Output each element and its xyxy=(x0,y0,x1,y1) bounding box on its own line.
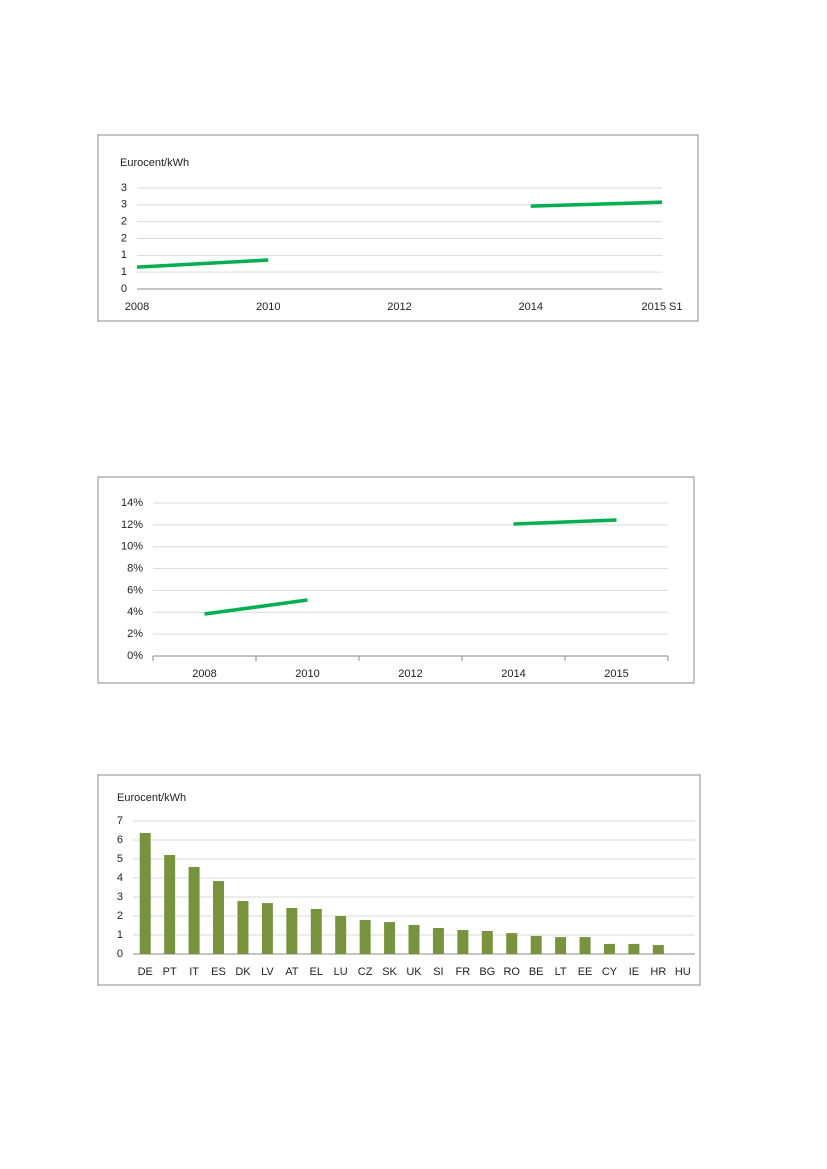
x-tick-label: SK xyxy=(382,966,397,978)
x-tick-label: PT xyxy=(163,966,177,978)
x-tick-label: 2014 xyxy=(519,301,543,313)
bar xyxy=(555,937,567,954)
y-tick-label: 1 xyxy=(121,249,127,261)
y-axis-label: Eurocent/kWh xyxy=(120,157,189,169)
y-axis-label: Eurocent/kWh xyxy=(117,792,186,804)
bar xyxy=(237,900,249,954)
bar xyxy=(603,943,615,954)
y-tick-label: 0 xyxy=(121,283,127,295)
bar xyxy=(432,927,444,954)
x-tick-label: IT xyxy=(189,966,199,978)
bar xyxy=(335,916,347,954)
bar xyxy=(628,943,640,954)
y-tick-label: 4% xyxy=(127,606,143,618)
x-tick-label: EL xyxy=(310,966,323,978)
x-tick-label: 2010 xyxy=(295,668,319,680)
x-tick-label: 2008 xyxy=(192,668,216,680)
y-tick-label: 2 xyxy=(117,910,123,922)
line-series xyxy=(136,200,663,269)
bar xyxy=(530,935,542,954)
bar xyxy=(408,924,420,954)
y-tick-label: 7 xyxy=(117,815,123,827)
x-tick-label: CZ xyxy=(358,966,373,978)
y-tick-label: 0 xyxy=(117,948,123,960)
line-series xyxy=(204,518,617,616)
x-tick-label: 2015 S1 xyxy=(642,301,683,313)
y-tick-label: 6% xyxy=(127,584,143,596)
bar xyxy=(384,922,396,954)
bar xyxy=(652,945,664,954)
x-tick-label: 2012 xyxy=(387,301,411,313)
bar xyxy=(164,855,176,954)
y-tick-label: 1 xyxy=(117,929,123,941)
x-tick-label: IE xyxy=(629,966,639,978)
x-tick-label: RO xyxy=(503,966,520,978)
y-tick-label: 0% xyxy=(127,650,143,662)
x-tick-label: BG xyxy=(479,966,495,978)
x-tick-label: LV xyxy=(261,966,274,978)
x-tick-label: EE xyxy=(578,966,593,978)
bar xyxy=(310,908,322,954)
y-tick-label: 3 xyxy=(121,182,127,194)
bar xyxy=(506,933,518,954)
bar xyxy=(359,919,371,954)
x-tick-label: 2014 xyxy=(501,668,525,680)
y-tick-label: 8% xyxy=(127,562,143,574)
y-tick-label: 10% xyxy=(121,541,143,553)
x-tick-label: ES xyxy=(211,966,226,978)
x-tick-label: HU xyxy=(675,966,691,978)
x-tick-label: FR xyxy=(456,966,471,978)
y-tick-label: 2% xyxy=(127,628,143,640)
bar xyxy=(213,881,225,954)
x-tick-label: BE xyxy=(529,966,544,978)
bar xyxy=(579,937,591,954)
y-tick-label: 3 xyxy=(121,199,127,211)
y-tick-label: 4 xyxy=(117,872,123,884)
y-tick-label: 6 xyxy=(117,834,123,846)
x-tick-label: DK xyxy=(235,966,251,978)
chart-frame xyxy=(97,476,695,684)
x-tick-label: AT xyxy=(285,966,299,978)
y-tick-label: 2 xyxy=(121,216,127,228)
x-tick-label: DE xyxy=(138,966,153,978)
y-tick-label: 5 xyxy=(117,853,123,865)
x-tick-label: 2012 xyxy=(398,668,422,680)
y-tick-label: 1 xyxy=(121,266,127,278)
y-tick-label: 12% xyxy=(121,519,143,531)
y-tick-label: 14% xyxy=(121,497,143,509)
x-tick-label: LU xyxy=(334,966,348,978)
bar xyxy=(457,930,469,954)
x-tick-label: LT xyxy=(555,966,567,978)
x-tick-label: SI xyxy=(433,966,443,978)
bar xyxy=(481,931,493,954)
y-tick-label: 3 xyxy=(117,891,123,903)
x-tick-label: UK xyxy=(406,966,422,978)
bar xyxy=(188,866,200,954)
x-tick-label: HR xyxy=(650,966,666,978)
chart-frame xyxy=(97,134,699,322)
x-tick-label: CY xyxy=(602,966,618,978)
x-tick-label: 2008 xyxy=(125,301,149,313)
x-tick-label: 2010 xyxy=(256,301,280,313)
bar xyxy=(139,832,151,954)
y-tick-label: 2 xyxy=(121,232,127,244)
bar xyxy=(261,903,273,954)
bar xyxy=(286,908,298,954)
x-tick-label: 2015 xyxy=(604,668,628,680)
